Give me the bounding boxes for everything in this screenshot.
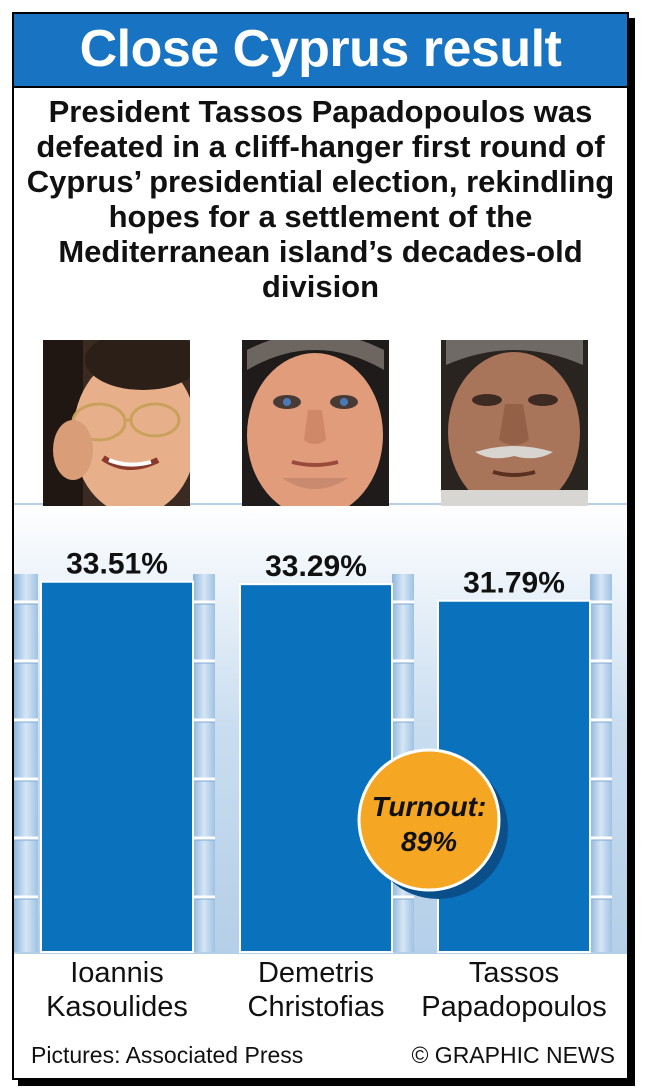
title-bar: Close Cyprus result	[14, 14, 627, 88]
photo-christofias	[242, 340, 389, 506]
bar-slot	[193, 574, 215, 952]
photo-kasoulides	[43, 340, 190, 506]
bar-chart: 33.51% 33.29% 31.79% Turnout: 89%	[14, 503, 627, 954]
bar-slot	[590, 574, 612, 952]
page-title: Close Cyprus result	[79, 20, 562, 78]
bar-value-label: 33.29%	[265, 550, 367, 583]
bar-1	[40, 580, 194, 953]
bar-label-line: Ioannis	[70, 957, 164, 989]
bar-2	[239, 583, 393, 953]
turnout-badge	[357, 748, 501, 892]
turnout-label: Turnout:	[372, 791, 487, 822]
bar-label-line: Christofias	[247, 991, 385, 1023]
bar-label-line: Papadopoulos	[421, 991, 607, 1023]
infographic-frame: Close Cyprus result President Tassos Pap…	[12, 12, 629, 1080]
photo-credit: Pictures: Associated Press	[31, 1042, 304, 1068]
bar-slot	[14, 574, 38, 952]
bar-value-label: 33.51%	[66, 548, 168, 581]
bar-label-papadopoulos: Tassos Papadopoulos	[414, 956, 614, 1024]
copyright: © GRAPHIC NEWS	[411, 1042, 615, 1068]
bar-label-line: Tassos	[468, 957, 560, 989]
bar-label-christofias: Demetris Christofias	[216, 956, 416, 1024]
turnout-value: 89%	[401, 826, 457, 857]
intro-text: President Tassos Papadopoulos was defeat…	[26, 94, 615, 304]
photo-papadopoulos	[441, 340, 588, 506]
bar-label-line: Kasoulides	[46, 991, 188, 1023]
bar-label-kasoulides: Ioannis Kasoulides	[17, 956, 217, 1024]
bar-label-line: Demetris	[257, 957, 374, 989]
bar-value-label: 31.79%	[463, 567, 565, 600]
